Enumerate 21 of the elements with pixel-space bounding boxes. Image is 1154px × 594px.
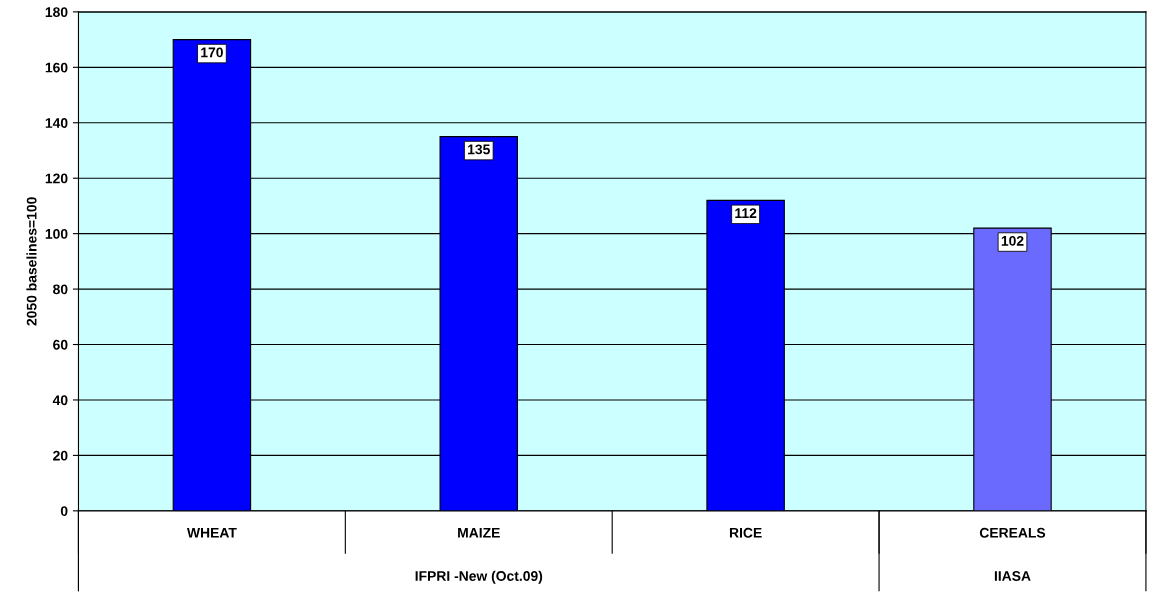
y-tick-label: 40 bbox=[52, 395, 68, 406]
data-label: 135 bbox=[468, 144, 490, 155]
text: IFPRI -New (Oct.09) bbox=[415, 570, 543, 584]
y-tick-label: 180 bbox=[45, 7, 68, 18]
y-tick-label: 20 bbox=[53, 450, 68, 461]
x-tick-label: RICE bbox=[729, 527, 762, 538]
data-label: 170 bbox=[201, 47, 223, 58]
y-axis-title: 2050 baselines=100 bbox=[26, 197, 37, 326]
y-tick-label: 60 bbox=[53, 339, 68, 350]
y-tick-label: 100 bbox=[45, 228, 68, 239]
x-tick-label: WHEAT bbox=[186, 528, 237, 538]
y-tick-label: 0 bbox=[60, 506, 68, 517]
y-tick-label: 160 bbox=[45, 62, 68, 73]
text: IIASA bbox=[994, 571, 1031, 581]
x-tick-label: MAIZE bbox=[458, 528, 500, 538]
y-tick-label: 80 bbox=[53, 284, 68, 295]
data-label: 112 bbox=[735, 208, 757, 218]
data-label: 102 bbox=[1001, 235, 1024, 246]
y-tick-label: 140 bbox=[45, 118, 68, 128]
y-tick-label: 120 bbox=[45, 173, 68, 184]
x-tick-label: CEREALS bbox=[979, 527, 1046, 538]
